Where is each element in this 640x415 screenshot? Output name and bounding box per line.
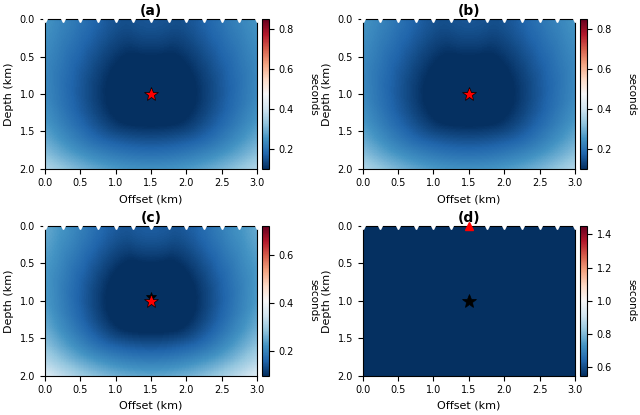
Y-axis label: Depth (km): Depth (km) [322,269,332,332]
X-axis label: Offset (km): Offset (km) [119,194,182,204]
Y-axis label: seconds: seconds [626,73,636,115]
Y-axis label: Depth (km): Depth (km) [4,269,14,332]
Title: (d): (d) [458,211,480,225]
Title: (b): (b) [458,4,480,18]
Y-axis label: Depth (km): Depth (km) [4,62,14,126]
X-axis label: Offset (km): Offset (km) [119,401,182,411]
Title: (a): (a) [140,4,162,18]
Y-axis label: Depth (km): Depth (km) [322,62,332,126]
Title: (c): (c) [140,211,161,225]
Y-axis label: seconds: seconds [626,279,636,322]
Y-axis label: seconds: seconds [308,279,318,322]
X-axis label: Offset (km): Offset (km) [437,194,500,204]
Y-axis label: seconds: seconds [308,73,318,115]
X-axis label: Offset (km): Offset (km) [437,401,500,411]
